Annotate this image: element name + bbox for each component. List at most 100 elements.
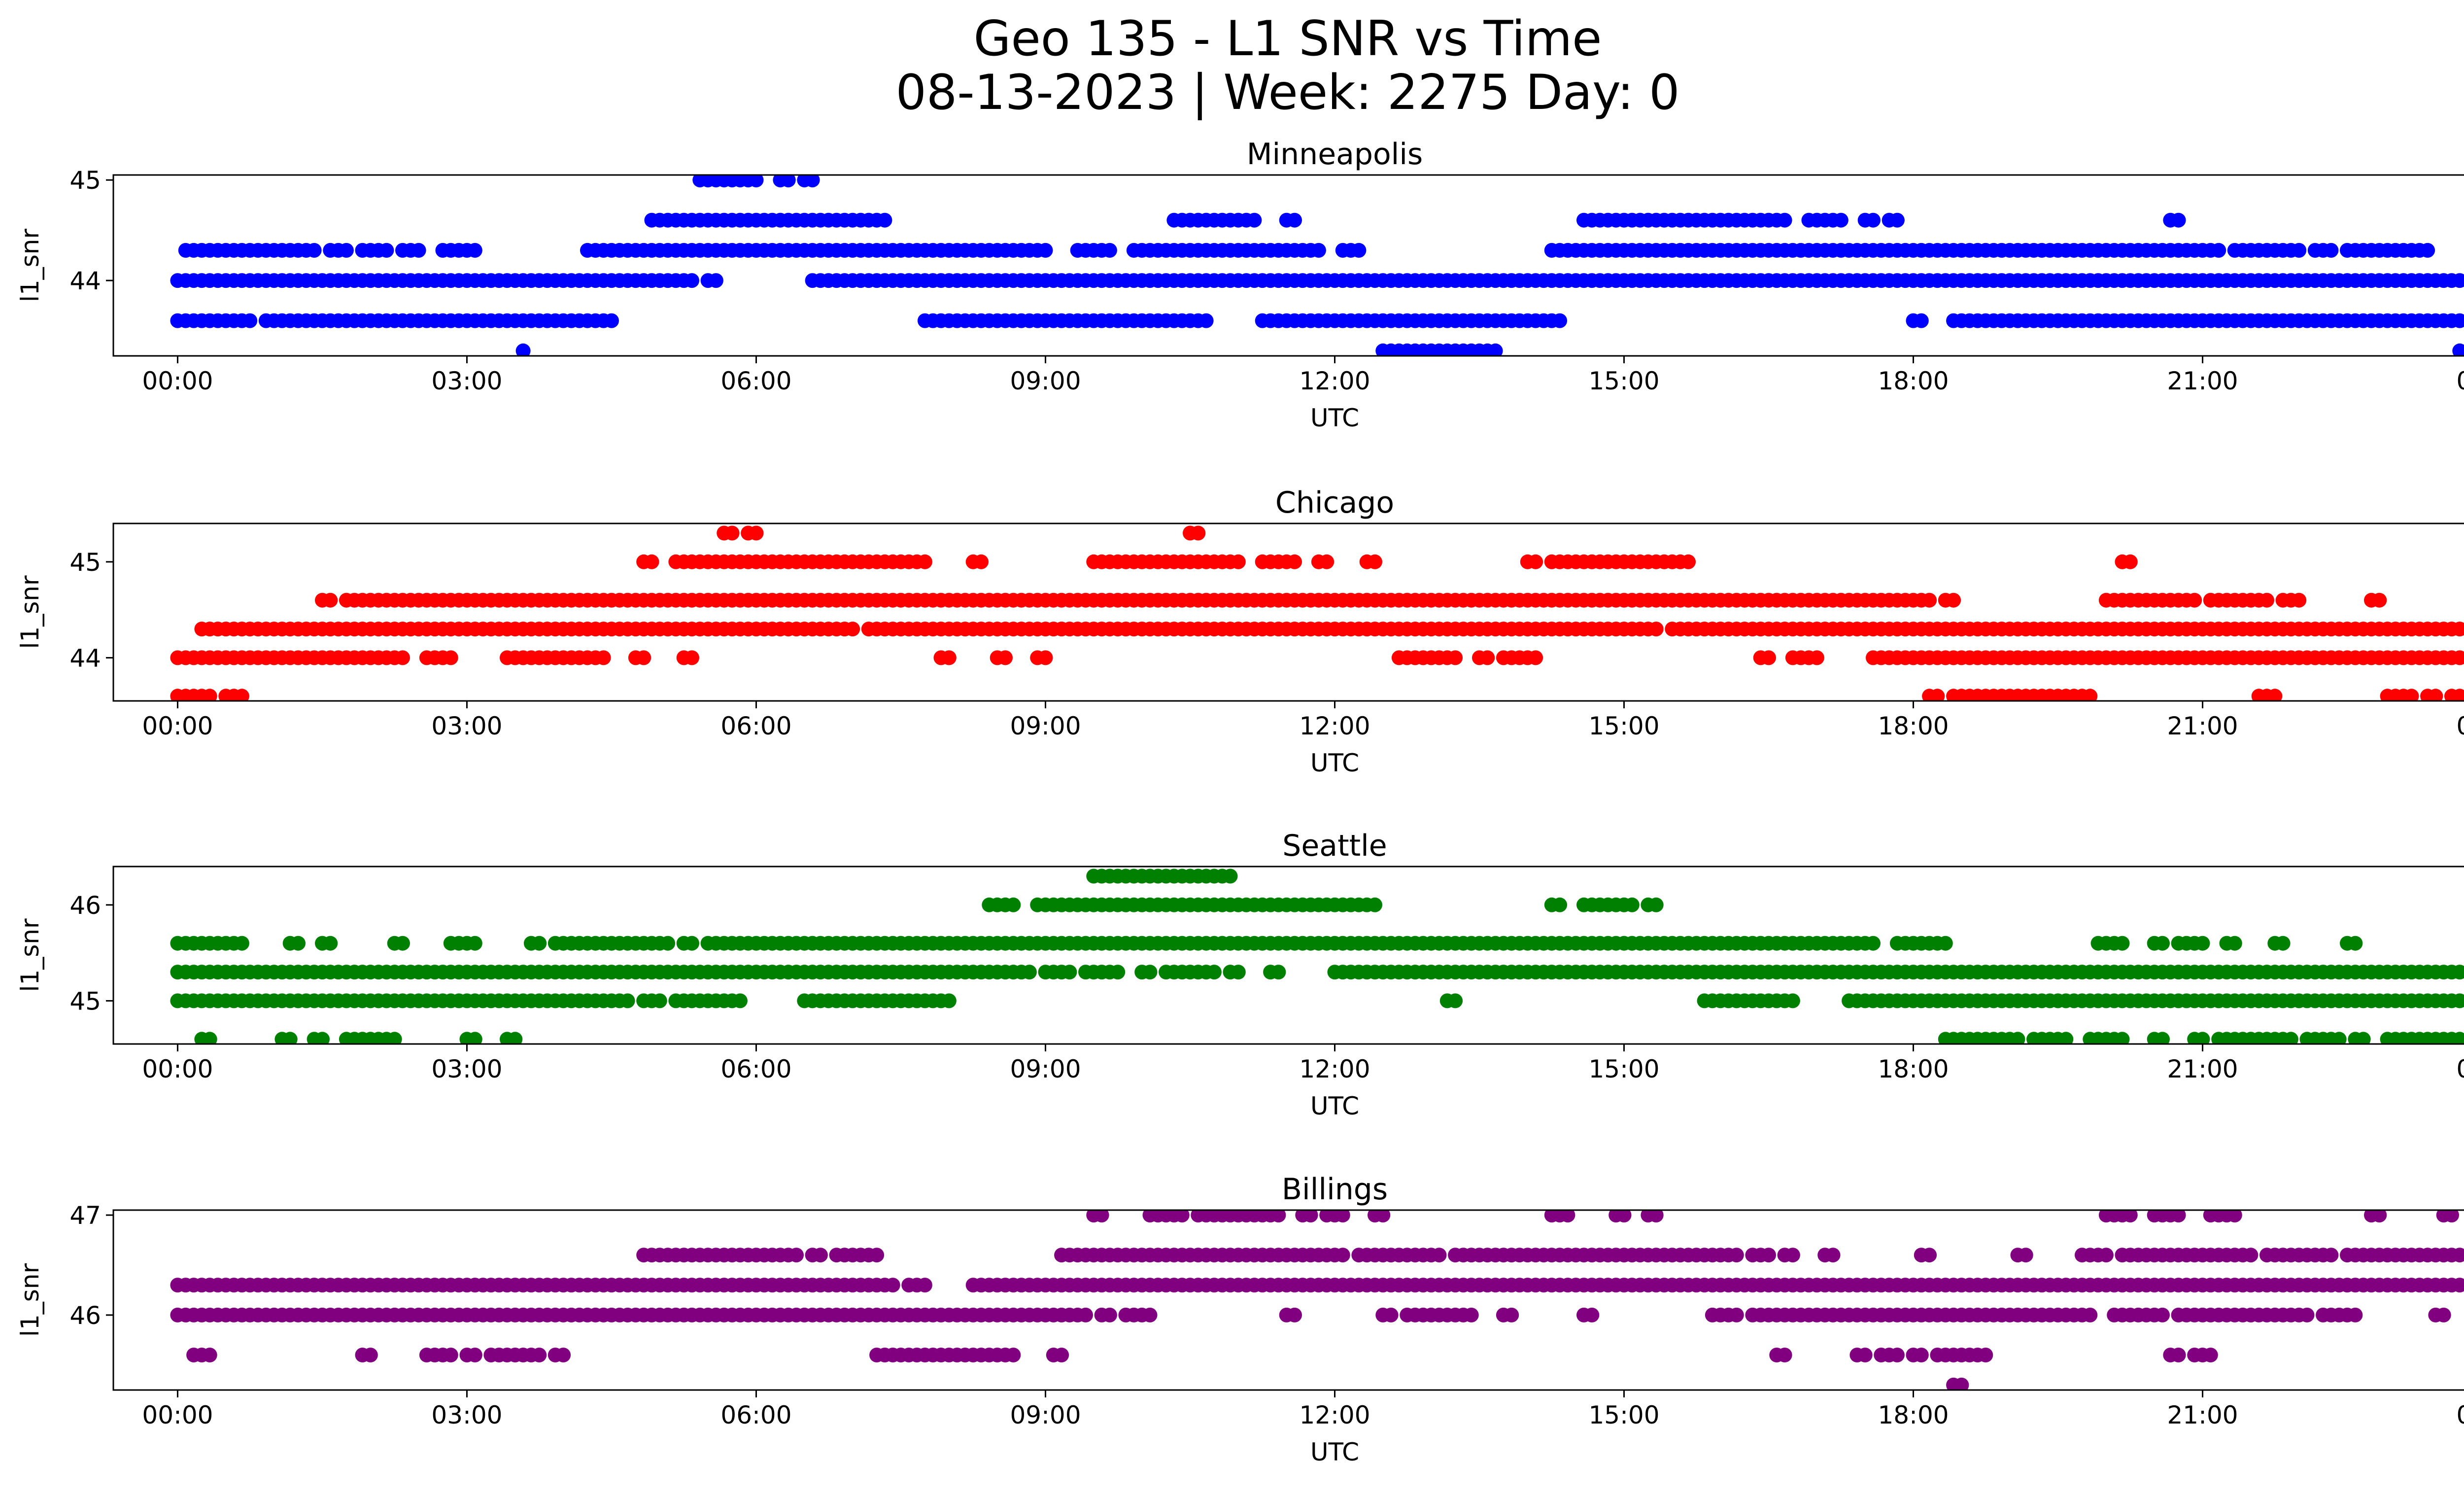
scatter-points xyxy=(170,1210,2464,1390)
data-point xyxy=(1198,313,1214,328)
x-tick-label: 06:00 xyxy=(720,1055,791,1083)
data-point xyxy=(1271,1210,1286,1223)
data-point xyxy=(467,936,482,951)
y-tick-label: 44 xyxy=(69,644,101,672)
data-point xyxy=(1930,689,1945,701)
data-point xyxy=(1552,313,1568,328)
data-point xyxy=(508,1032,523,1044)
axes-frame xyxy=(112,1209,2464,1391)
data-point xyxy=(1368,897,1382,912)
y-axis-label: l1_snr xyxy=(16,918,44,992)
data-point xyxy=(234,689,249,701)
data-point xyxy=(1552,897,1568,912)
data-point xyxy=(2460,966,2464,979)
data-point xyxy=(2155,936,2170,951)
data-point xyxy=(1946,592,1961,608)
data-point xyxy=(781,175,796,188)
figure-title-line2: 08-13-2023 | Week: 2275 Day: 0 xyxy=(895,65,1680,121)
data-point xyxy=(749,175,764,188)
data-point xyxy=(1825,1248,1841,1263)
data-point xyxy=(282,1032,298,1044)
data-point xyxy=(2195,1032,2210,1044)
subplot-title: Seattle xyxy=(1282,829,1387,863)
data-point xyxy=(1761,650,1776,665)
data-point xyxy=(395,650,410,665)
y-tick-label: 46 xyxy=(69,1301,101,1330)
data-point xyxy=(1480,650,1495,665)
x-tick-label: 21:00 xyxy=(2167,712,2238,740)
x-axis-label: UTC xyxy=(1310,1438,1359,1466)
data-point xyxy=(1648,1210,1664,1223)
data-point xyxy=(202,1348,217,1362)
data-point xyxy=(2460,651,2464,664)
data-point xyxy=(1938,936,1953,951)
data-point xyxy=(2324,1248,2339,1263)
x-tick-label: 12:00 xyxy=(1299,1401,1370,1429)
subplot-title: Chicago xyxy=(1275,486,1394,520)
data-point xyxy=(467,243,482,258)
data-point xyxy=(234,936,249,951)
data-point xyxy=(805,175,820,188)
data-point xyxy=(2460,314,2464,327)
data-point xyxy=(556,1348,571,1362)
data-point xyxy=(813,1248,828,1263)
data-point xyxy=(1311,243,1326,258)
data-point xyxy=(2171,1210,2186,1223)
subplot-chicago: 00:00 03:00 06:00 09:00 12:00 15:00 18:00 21:00… xyxy=(16,486,2464,777)
data-point xyxy=(1729,1248,1744,1263)
data-point xyxy=(1624,897,1640,912)
data-point xyxy=(2372,592,2387,608)
data-point xyxy=(242,313,258,328)
data-point xyxy=(1191,525,1206,541)
axes-frame xyxy=(112,866,2464,1045)
data-point xyxy=(467,1032,482,1044)
x-tick-label: 00:00 xyxy=(2457,1401,2464,1429)
x-tick-label: 06:00 xyxy=(720,712,791,740)
data-point xyxy=(2292,592,2307,608)
data-point xyxy=(1857,1348,1873,1362)
x-tick-label: 18:00 xyxy=(1878,712,1949,740)
x-tick-label: 09:00 xyxy=(1010,367,1081,395)
scatter-points xyxy=(170,525,2464,701)
figure-title-line1: Geo 135 - L1 SNR vs Time xyxy=(973,11,1602,67)
data-point xyxy=(2452,313,2464,328)
data-point xyxy=(1102,1307,1117,1322)
data-point xyxy=(2122,1210,2138,1223)
data-point xyxy=(974,554,989,569)
data-point xyxy=(1866,212,1881,228)
data-point xyxy=(732,993,748,1008)
data-point xyxy=(2452,273,2464,288)
y-tick-label: 45 xyxy=(69,166,101,195)
data-point xyxy=(724,525,740,541)
data-point xyxy=(2460,1279,2464,1292)
y-tick-label: 45 xyxy=(69,548,101,577)
data-point xyxy=(1038,243,1053,258)
data-point xyxy=(2155,1307,2170,1322)
data-point xyxy=(202,689,217,701)
data-point xyxy=(1978,1348,1993,1362)
data-point xyxy=(1006,897,1021,912)
data-point xyxy=(2452,622,2464,637)
data-point xyxy=(411,243,426,258)
data-point xyxy=(2460,623,2464,636)
x-tick-label: 03:00 xyxy=(431,367,502,395)
data-point xyxy=(1006,1348,1021,1362)
data-point xyxy=(1616,1210,1632,1223)
data-point xyxy=(515,343,531,356)
data-point xyxy=(1287,212,1302,228)
data-point xyxy=(1054,1348,1069,1362)
data-point xyxy=(2348,1307,2363,1322)
scatter-points xyxy=(170,869,2464,1044)
data-point xyxy=(2227,1210,2242,1223)
data-point xyxy=(339,243,354,258)
data-point xyxy=(1648,622,1664,637)
data-point xyxy=(2420,243,2435,258)
data-point xyxy=(379,243,394,258)
data-point xyxy=(1368,554,1382,569)
data-point xyxy=(1142,965,1158,980)
x-tick-label: 21:00 xyxy=(2167,367,2238,395)
data-point xyxy=(708,273,723,288)
data-point xyxy=(1223,869,1238,884)
data-point xyxy=(1504,1307,1519,1322)
data-point xyxy=(684,650,699,665)
